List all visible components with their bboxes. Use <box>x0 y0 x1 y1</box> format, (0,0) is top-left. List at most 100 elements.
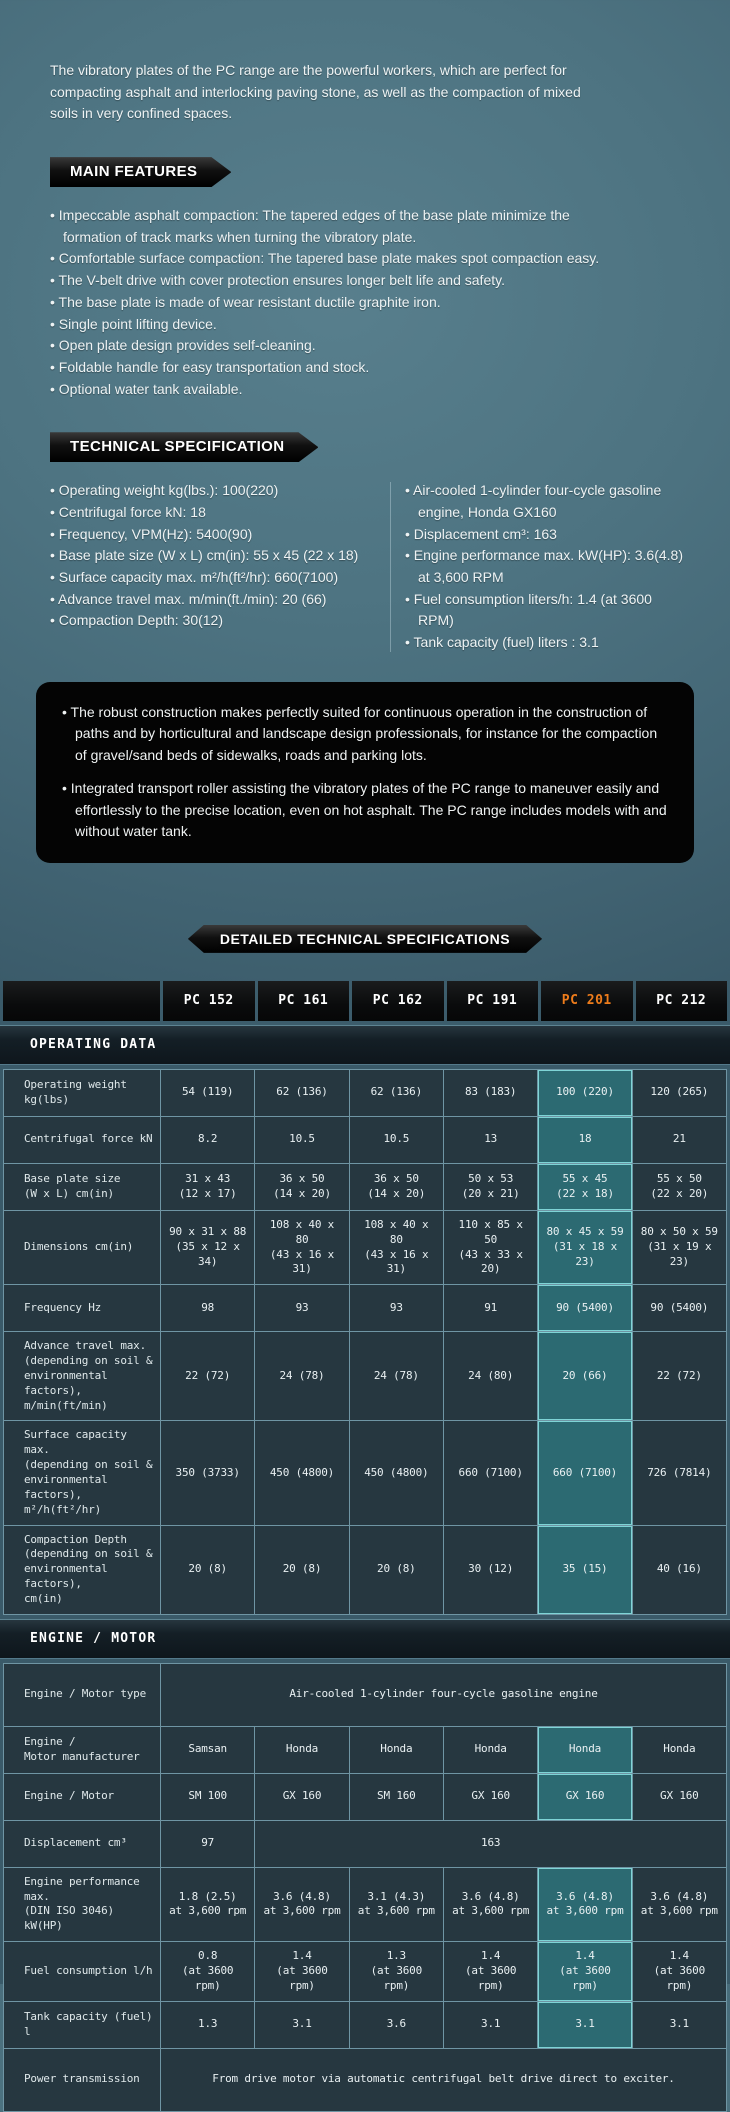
row-label: Base plate size (W x L) cm(in) <box>4 1163 160 1210</box>
spec-cell: 660 (7100) <box>444 1421 538 1525</box>
table-row: Power transmission From drive motor via a… <box>4 2048 726 2111</box>
spec-cell: 36 x 50 (14 x 20) <box>255 1163 349 1210</box>
spec-cell: Honda <box>538 1726 632 1773</box>
spec-cell: 20 (66) <box>538 1332 632 1421</box>
model-header: PC 161 <box>257 980 349 1021</box>
spec-cell: 55 x 50 (22 x 20) <box>632 1163 726 1210</box>
table-row: Centrifugal force kN 8.2 10.5 10.5 13 18 21 <box>4 1116 726 1163</box>
spec-cell: 120 (265) <box>632 1069 726 1116</box>
feature-item: Single point lifting device. <box>50 314 628 336</box>
spec-cell: 22 (72) <box>161 1332 255 1421</box>
spec-cell: Honda <box>349 1726 443 1773</box>
feature-item: Optional water tank available. <box>50 379 628 401</box>
spec-item: Engine performance max. kW(HP): 3.6(4.8)… <box>405 545 690 588</box>
table-section-body: Operating weight kg(lbs) 54 (119) 62 (136)… <box>3 1068 727 1615</box>
spec-cell: 62 (136) <box>349 1069 443 1116</box>
row-label: Compaction Depth (depending on soil & en… <box>4 1525 160 1614</box>
spec-cell: 35 (15) <box>538 1525 632 1614</box>
row-label: Advance travel max. (depending on soil &… <box>4 1332 160 1421</box>
spec-cell: 726 (7814) <box>632 1421 726 1525</box>
spec-cell: 450 (4800) <box>349 1421 443 1525</box>
spec-cell: 22 (72) <box>632 1332 726 1421</box>
spec-item: Frequency, VPM(Hz): 5400(90) <box>50 524 376 546</box>
model-header: PC 212 <box>635 980 727 1021</box>
column-divider <box>390 482 391 652</box>
spec-cell: 54 (119) <box>161 1069 255 1116</box>
spec-cell: 0.8 (at 3600 rpm) <box>161 1942 255 2001</box>
spec-cell: 3.1 <box>538 2001 632 2048</box>
spec-cell: 20 (8) <box>255 1525 349 1614</box>
spec-cell: 24 (78) <box>349 1332 443 1421</box>
spec-cell: 10.5 <box>349 1116 443 1163</box>
row-label: Fuel consumption l/h <box>4 1942 160 2001</box>
spec-cell: 163 <box>255 1820 726 1867</box>
spec-item: Compaction Depth: 30(12) <box>50 610 376 632</box>
spec-cell: 18 <box>538 1116 632 1163</box>
detailed-specs-banner: DETAILED TECHNICAL SPECIFICATIONS <box>188 925 542 953</box>
table-row: Compaction Depth (depending on soil & en… <box>4 1525 726 1614</box>
spec-item: Operating weight kg(lbs.): 100(220) <box>50 480 376 502</box>
spec-cell: 1.3 <box>161 2001 255 2048</box>
table-row: Displacement cm³ 97 163 <box>4 1820 726 1867</box>
spec-cell: 1.3 (at 3600 rpm) <box>349 1942 443 2001</box>
page: { "colors":{"accent_orange":"#ee7c1b","h… <box>0 60 730 2112</box>
row-label: Engine performance max. (DIN ISO 3046) k… <box>4 1867 160 1942</box>
feature-item: The base plate is made of wear resistant… <box>50 292 628 314</box>
spec-table: PC 152 PC 161 PC 162 PC 191 PC 201 PC 212 OPER… <box>0 980 730 2112</box>
spec-cell: 3.1 <box>444 2001 538 2048</box>
intro-paragraph: The vibratory plates of the PC range are… <box>50 62 581 122</box>
spec-cell: 83 (183) <box>444 1069 538 1116</box>
spec-item: Centrifugal force kN: 18 <box>50 502 376 524</box>
model-header: PC 162 <box>352 980 444 1021</box>
row-label: Power transmission <box>4 2048 160 2111</box>
table-row: Operating weight kg(lbs) 54 (119) 62 (136)… <box>4 1069 726 1116</box>
spec-cell: 20 (8) <box>161 1525 255 1614</box>
spec-cell: 3.6 (4.8) at 3,600 rpm <box>632 1867 726 1942</box>
highlight-box: The robust construction makes perfectly … <box>36 681 694 863</box>
spec-item: Displacement cm³: 163 <box>405 524 690 546</box>
table-row: Base plate size (W x L) cm(in) 31 x 43 (1… <box>4 1163 726 1210</box>
row-label: Engine / Motor type <box>4 1663 160 1726</box>
table-row: Engine performance max. (DIN ISO 3046) k… <box>4 1867 726 1942</box>
feature-item: Impeccable asphalt compaction: The taper… <box>50 205 628 248</box>
spec-cell: Honda <box>255 1726 349 1773</box>
spec-cell: 3.1 (4.3) at 3,600 rpm <box>349 1867 443 1942</box>
row-label: Frequency Hz <box>4 1285 160 1332</box>
spec-cell: Honda <box>632 1726 726 1773</box>
feature-item: The V-belt drive with cover protection e… <box>50 270 628 292</box>
feature-item: Open plate design provides self-cleaning… <box>50 335 628 357</box>
technical-spec-right-column: Air-cooled 1-cylinder four-cycle gasolin… <box>405 480 690 654</box>
spec-cell: 36 x 50 (14 x 20) <box>349 1163 443 1210</box>
spec-item: Tank capacity (fuel) liters : 3.1 <box>405 632 690 654</box>
spec-cell: 40 (16) <box>632 1525 726 1614</box>
spec-cell: 50 x 53 (20 x 21) <box>444 1163 538 1210</box>
spec-cell: Air-cooled 1-cylinder four-cycle gasolin… <box>161 1663 726 1726</box>
spec-cell: 3.1 <box>632 2001 726 2048</box>
model-header: PC 191 <box>446 980 538 1021</box>
spec-cell: 98 <box>161 1285 255 1332</box>
spec-cell: 30 (12) <box>444 1525 538 1614</box>
spec-cell: 55 x 45 (22 x 18) <box>538 1163 632 1210</box>
spec-item: Air-cooled 1-cylinder four-cycle gasolin… <box>405 480 690 523</box>
spec-cell: 90 x 31 x 88 (35 x 12 x 34) <box>161 1210 255 1285</box>
spec-cell: 1.4 (at 3600 rpm) <box>255 1942 349 2001</box>
spec-item: Base plate size (W x L) cm(in): 55 x 45 … <box>50 545 376 567</box>
technical-spec-columns: Operating weight kg(lbs.): 100(220) Cent… <box>50 480 690 654</box>
table-header-corner <box>3 980 160 1021</box>
feature-item: Comfortable surface compaction: The tape… <box>50 248 628 270</box>
detailed-specs-banner-wrap: DETAILED TECHNICAL SPECIFICATIONS <box>0 925 730 953</box>
spec-cell: GX 160 <box>255 1773 349 1820</box>
row-label: Dimensions cm(in) <box>4 1210 160 1285</box>
spec-cell: 108 x 40 x 80 (43 x 16 x 31) <box>349 1210 443 1285</box>
spec-cell: 24 (78) <box>255 1332 349 1421</box>
spec-cell: 660 (7100) <box>538 1421 632 1525</box>
spec-cell: GX 160 <box>444 1773 538 1820</box>
spec-item: Fuel consumption liters/h: 1.4 (at 3600 … <box>405 589 690 632</box>
spec-cell: 3.6 <box>349 2001 443 2048</box>
row-label: Engine / Motor <box>4 1773 160 1820</box>
table-row: Dimensions cm(in) 90 x 31 x 88 (35 x 12 x… <box>4 1210 726 1285</box>
spec-cell: 97 <box>161 1820 255 1867</box>
spec-cell: 450 (4800) <box>255 1421 349 1525</box>
spec-cell: 13 <box>444 1116 538 1163</box>
spec-cell: 90 (5400) <box>538 1285 632 1332</box>
